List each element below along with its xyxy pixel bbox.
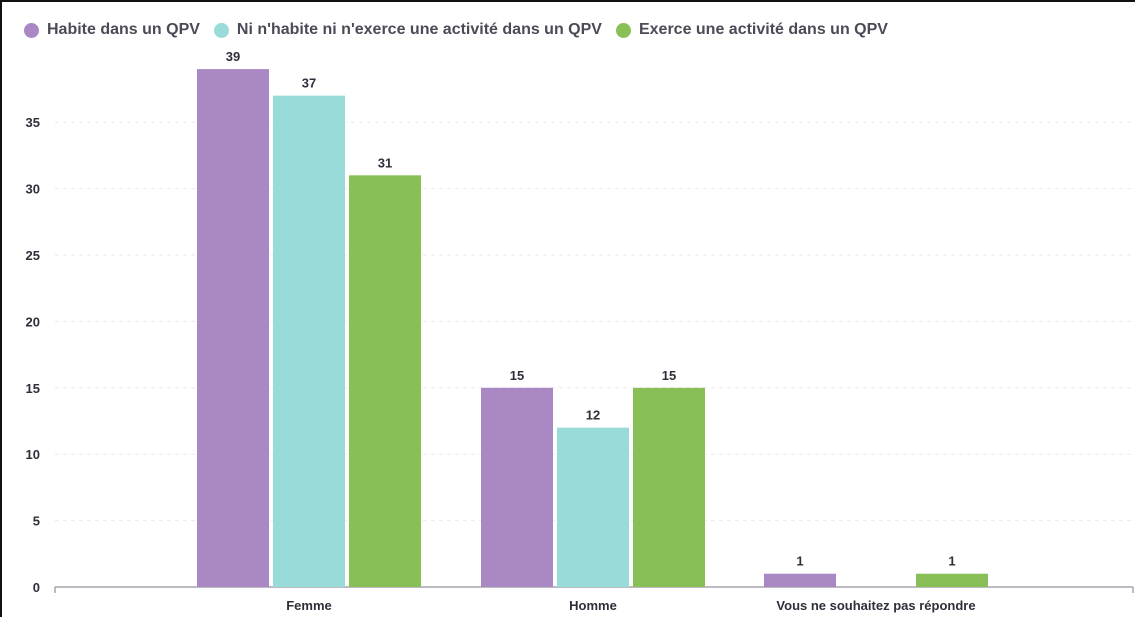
legend-item-exerce[interactable]: Exerce une activité dans un QPV xyxy=(615,21,888,39)
data-label-1-2: 15 xyxy=(662,368,676,383)
y-tick-label-5: 5 xyxy=(33,514,40,529)
bar-2-0 xyxy=(764,573,836,587)
legend-label-ni-habite: Ni n'habite ni n'exerce une activité dan… xyxy=(236,21,602,38)
bar-2-2 xyxy=(916,573,988,587)
data-label-0-1: 37 xyxy=(302,76,316,91)
bar-0-1 xyxy=(273,95,345,587)
bar-0-2 xyxy=(349,175,421,587)
y-tick-label-30: 30 xyxy=(26,182,40,197)
legend-dot-exerce xyxy=(615,22,631,38)
bar-1-0 xyxy=(481,387,553,587)
y-tick-label-0: 0 xyxy=(33,580,40,595)
x-tick-label-1: Homme xyxy=(569,598,617,613)
data-label-2-2: 1 xyxy=(948,554,955,569)
legend-label-habite: Habite dans un QPV xyxy=(47,21,200,38)
data-label-0-2: 31 xyxy=(378,155,392,170)
bar-1-1 xyxy=(557,427,629,587)
legend-dot-ni-habite xyxy=(213,22,229,38)
bar-1-2 xyxy=(633,387,705,587)
x-tick-label-2: Vous ne souhaitez pas répondre xyxy=(776,598,975,613)
data-label-0-0: 39 xyxy=(226,49,240,64)
legend: Habite dans un QPV Ni n'habite ni n'exer… xyxy=(24,21,888,39)
bar-0-0 xyxy=(197,69,269,587)
legend-dot-habite xyxy=(24,22,39,38)
data-label-1-1: 12 xyxy=(586,408,600,423)
y-tick-label-25: 25 xyxy=(26,248,40,263)
y-tick-label-10: 10 xyxy=(26,447,40,462)
y-tick-label-20: 20 xyxy=(26,314,40,329)
x-tick-label-0: Femme xyxy=(286,598,332,613)
data-label-1-0: 15 xyxy=(510,368,524,383)
legend-item-ni-habite[interactable]: Ni n'habite ni n'exerce une activité dan… xyxy=(213,21,602,39)
legend-label-exerce: Exerce une activité dans un QPV xyxy=(638,21,888,38)
data-label-2-0: 1 xyxy=(796,554,803,569)
legend-item-habite[interactable]: Habite dans un QPV xyxy=(24,21,200,39)
y-tick-label-15: 15 xyxy=(26,381,40,396)
y-tick-label-35: 35 xyxy=(26,115,40,130)
